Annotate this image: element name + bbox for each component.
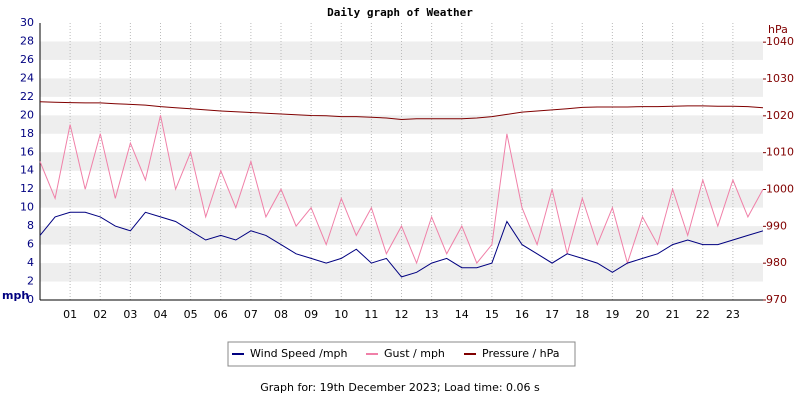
x-tick-label: 02 — [93, 308, 107, 321]
x-tick-label: 06 — [214, 308, 228, 321]
legend-label: Gust / mph — [384, 347, 445, 360]
y2-tick-label: 1040 — [766, 35, 794, 48]
x-tick-label: 07 — [244, 308, 258, 321]
x-tick-label: 13 — [425, 308, 439, 321]
x-tick-label: 17 — [545, 308, 559, 321]
series-line — [39, 115, 764, 265]
y-tick-label: 20 — [20, 108, 34, 121]
y-tick-label: 6 — [27, 238, 34, 251]
y2-tick-label: 1000 — [766, 182, 794, 195]
y-tick-label: 30 — [20, 16, 34, 29]
x-tick-label: 08 — [274, 308, 288, 321]
x-tick-label: 18 — [575, 308, 589, 321]
x-tick-label: 09 — [304, 308, 318, 321]
y-tick-label: 10 — [20, 201, 34, 214]
grid-band — [40, 226, 763, 245]
x-tick-label: 23 — [726, 308, 740, 321]
x-tick-label: 14 — [455, 308, 469, 321]
y-tick-label: 16 — [20, 145, 34, 158]
y-axis-label: mph — [2, 289, 29, 302]
y-tick-label: 18 — [20, 127, 34, 140]
x-tick-label: 04 — [154, 308, 168, 321]
x-tick-label: 20 — [636, 308, 650, 321]
y2-tick-label: 980 — [766, 256, 787, 269]
series-line — [39, 101, 764, 121]
y-tick-label: 28 — [20, 34, 34, 47]
legend-label: Wind Speed /mph — [250, 347, 348, 360]
y2-tick-label: 990 — [766, 219, 787, 232]
y-tick-label: 4 — [27, 256, 34, 269]
grid-band — [40, 78, 763, 97]
x-tick-label: 22 — [696, 308, 710, 321]
series-line — [39, 211, 764, 278]
x-tick-label: 21 — [666, 308, 680, 321]
y-tick-label: 14 — [20, 164, 34, 177]
x-tick-label: 12 — [395, 308, 409, 321]
x-tick-label: 03 — [123, 308, 137, 321]
y-tick-label: 8 — [27, 219, 34, 232]
y2-tick-label: 1010 — [766, 146, 794, 159]
y-tick-label: 0 — [27, 293, 34, 306]
y-tick-label: 22 — [20, 90, 34, 103]
x-tick-label: 10 — [334, 308, 348, 321]
x-tick-label: 11 — [364, 308, 378, 321]
x-tick-label: 15 — [485, 308, 499, 321]
y-tick-label: 12 — [20, 182, 34, 195]
y-tick-label: 2 — [27, 275, 34, 288]
x-tick-label: 05 — [184, 308, 198, 321]
grid — [40, 23, 763, 300]
y2-tick-label: 1030 — [766, 72, 794, 85]
y-tick-label: 26 — [20, 53, 34, 66]
footer: Graph for: 19th December 2023; Load time… — [260, 381, 540, 394]
y-tick-label: 24 — [20, 71, 34, 84]
y2-tick-label: 1020 — [766, 109, 794, 122]
legend-box — [227, 341, 576, 367]
y2-tick-label: 970 — [766, 293, 787, 306]
x-tick-label: 01 — [63, 308, 77, 321]
x-tick-label: 16 — [515, 308, 529, 321]
y2-axis-label: hPa — [768, 23, 788, 36]
x-tick-label: 19 — [605, 308, 619, 321]
legend-label: Pressure / hPa — [482, 347, 560, 360]
chart-title: Daily graph of Weather — [327, 6, 473, 19]
